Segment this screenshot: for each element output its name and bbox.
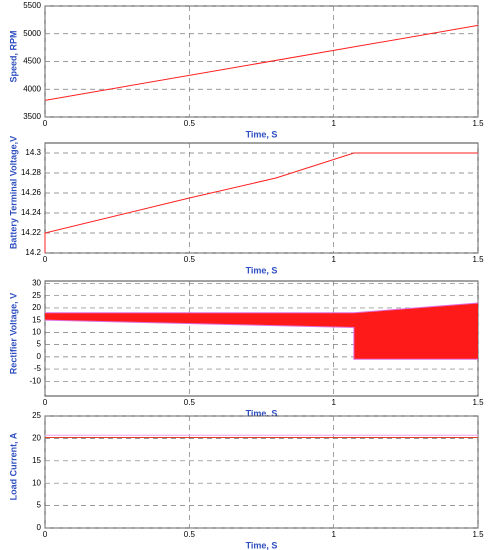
x-tick-label: 1.5	[472, 398, 484, 407]
y-tick-label: 25	[32, 411, 41, 420]
x-tick-label: 0.5	[184, 530, 196, 539]
y-tick-label: 30	[32, 279, 41, 288]
plot-area	[44, 415, 479, 529]
y-tick-label: 4000	[23, 84, 41, 93]
line	[44, 319, 478, 360]
x-tick-label: 1.5	[472, 255, 484, 264]
y-tick-label: 20	[32, 434, 41, 443]
y-tick-label: 15	[32, 456, 41, 465]
x-tick-label: 0	[43, 255, 48, 264]
y-tick-label: 5500	[23, 1, 41, 10]
y-tick-label: 5	[37, 340, 42, 349]
y-tick-label: -10	[29, 376, 41, 385]
y-tick-label: 5000	[23, 29, 41, 38]
y-tick-label: 25	[32, 291, 41, 300]
x-tick-label: 1	[331, 530, 336, 539]
x-tick-label: 0.5	[184, 255, 196, 264]
y-tick-label: 14.28	[21, 168, 42, 177]
y-tick-label: -5	[34, 364, 42, 373]
y-tick-label: 14.22	[21, 228, 42, 237]
x-axis-title: Time, S	[246, 265, 278, 275]
y-tick-label: 14.2	[25, 248, 41, 257]
y-axis-title: Speed, RPM	[8, 30, 19, 83]
y-tick-label: 10	[32, 478, 41, 487]
y-axis-title: Rectifier Voltage, V	[8, 292, 19, 374]
x-tick-label: 0	[43, 398, 48, 407]
y-tick-label: 15	[32, 315, 41, 324]
line	[44, 152, 478, 253]
x-tick-label: 1	[331, 255, 336, 264]
plot-area	[44, 142, 479, 254]
x-tick-label: 0	[43, 119, 48, 128]
x-tick-label: 0.5	[184, 119, 196, 128]
y-tick-label: 20	[32, 303, 41, 312]
band-fill	[45, 303, 478, 360]
x-axis-title: Time, S	[246, 408, 278, 418]
y-tick-label: 5	[37, 501, 42, 510]
y-axis-title: Load Current, A	[8, 432, 19, 501]
x-tick-label: 1.5	[472, 119, 484, 128]
line	[45, 302, 479, 314]
y-tick-label: 10	[32, 327, 41, 336]
y-tick-label: 14.26	[21, 188, 42, 197]
x-tick-label: 1	[331, 119, 336, 128]
y-axis-title: Battery Terminal Voltage,V	[8, 135, 19, 250]
y-tick-label: 4500	[23, 57, 41, 66]
x-tick-label: 0	[43, 530, 48, 539]
x-axis-title: Time, S	[246, 540, 278, 550]
x-axis-title: Time, S	[246, 129, 278, 139]
x-tick-label: 1.5	[472, 530, 484, 539]
x-tick-label: 0.5	[184, 398, 196, 407]
x-tick-label: 1	[331, 398, 336, 407]
y-tick-label: 0	[37, 352, 42, 361]
y-tick-label: 14.3	[25, 148, 41, 157]
y-tick-label: 0	[37, 523, 42, 532]
y-tick-label: 14.24	[21, 208, 42, 217]
y-tick-label: 3500	[23, 112, 41, 121]
line	[44, 24, 479, 101]
